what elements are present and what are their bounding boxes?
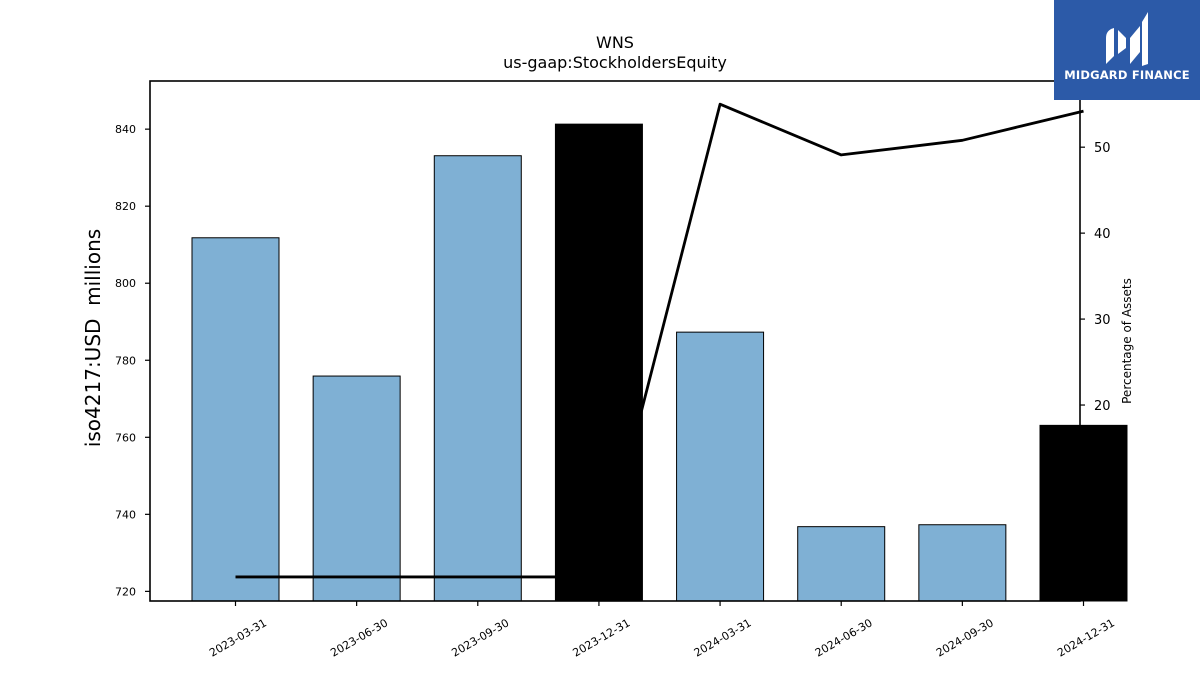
y2-axis-label: Percentage of Assets xyxy=(1120,278,1134,404)
x-tick-label-2023-12-31: 2023-12-31 xyxy=(571,616,633,659)
percentage-of-assets-line xyxy=(235,102,1084,579)
y2-tick-label-30: 30 xyxy=(1094,313,1111,328)
y-tick-label-820: 820 xyxy=(115,200,136,213)
y-tick-label-740: 740 xyxy=(115,508,136,521)
x-tick-label-2023-06-30: 2023-06-30 xyxy=(328,616,390,659)
x-tick-label-2024-09-30: 2024-09-30 xyxy=(934,616,996,659)
bar-2023-09-30 xyxy=(433,155,522,602)
y-tick-label-800: 800 xyxy=(115,277,136,290)
y2-tick-label-0: 0 xyxy=(1094,571,1102,586)
logo-mark-icon xyxy=(1106,12,1148,66)
y-tick-label-720: 720 xyxy=(115,585,136,598)
midgard-finance-logo: MIDGARD FINANCE xyxy=(1054,0,1200,100)
bar-2023-06-30 xyxy=(312,375,401,602)
bar-2024-09-30 xyxy=(918,524,1007,602)
bar-2024-06-30 xyxy=(797,526,886,602)
y2-tick-label-10: 10 xyxy=(1094,485,1111,500)
bar-2023-12-31 xyxy=(554,123,643,602)
y-tick-label-780: 780 xyxy=(115,354,136,367)
plot-frame xyxy=(149,80,1081,602)
y2-tick-label-20: 20 xyxy=(1094,399,1111,414)
y-axis-label: iso4217:USD millions xyxy=(81,229,105,447)
y-tick-label-840: 840 xyxy=(115,123,136,136)
x-tick-label-2024-03-31: 2024-03-31 xyxy=(692,616,754,659)
x-tick-label-2024-12-31: 2024-12-31 xyxy=(1055,616,1117,659)
bar-2024-12-31 xyxy=(1039,424,1128,602)
y2-tick-label-50: 50 xyxy=(1094,141,1111,156)
x-tick-label-2023-09-30: 2023-09-30 xyxy=(449,616,511,659)
logo-text: MIDGARD FINANCE xyxy=(1064,68,1190,82)
y-tick-label-760: 760 xyxy=(115,431,136,444)
chart-subtitle: us-gaap:StockholdersEquity xyxy=(503,53,727,72)
x-tick-label-2024-06-30: 2024-06-30 xyxy=(813,616,875,659)
bar-2024-03-31 xyxy=(676,331,765,602)
x-tick-label-2023-03-31: 2023-03-31 xyxy=(207,616,269,659)
chart-title: WNS xyxy=(596,33,634,52)
bar-2023-03-31 xyxy=(191,237,280,602)
y2-tick-label-40: 40 xyxy=(1094,227,1111,242)
